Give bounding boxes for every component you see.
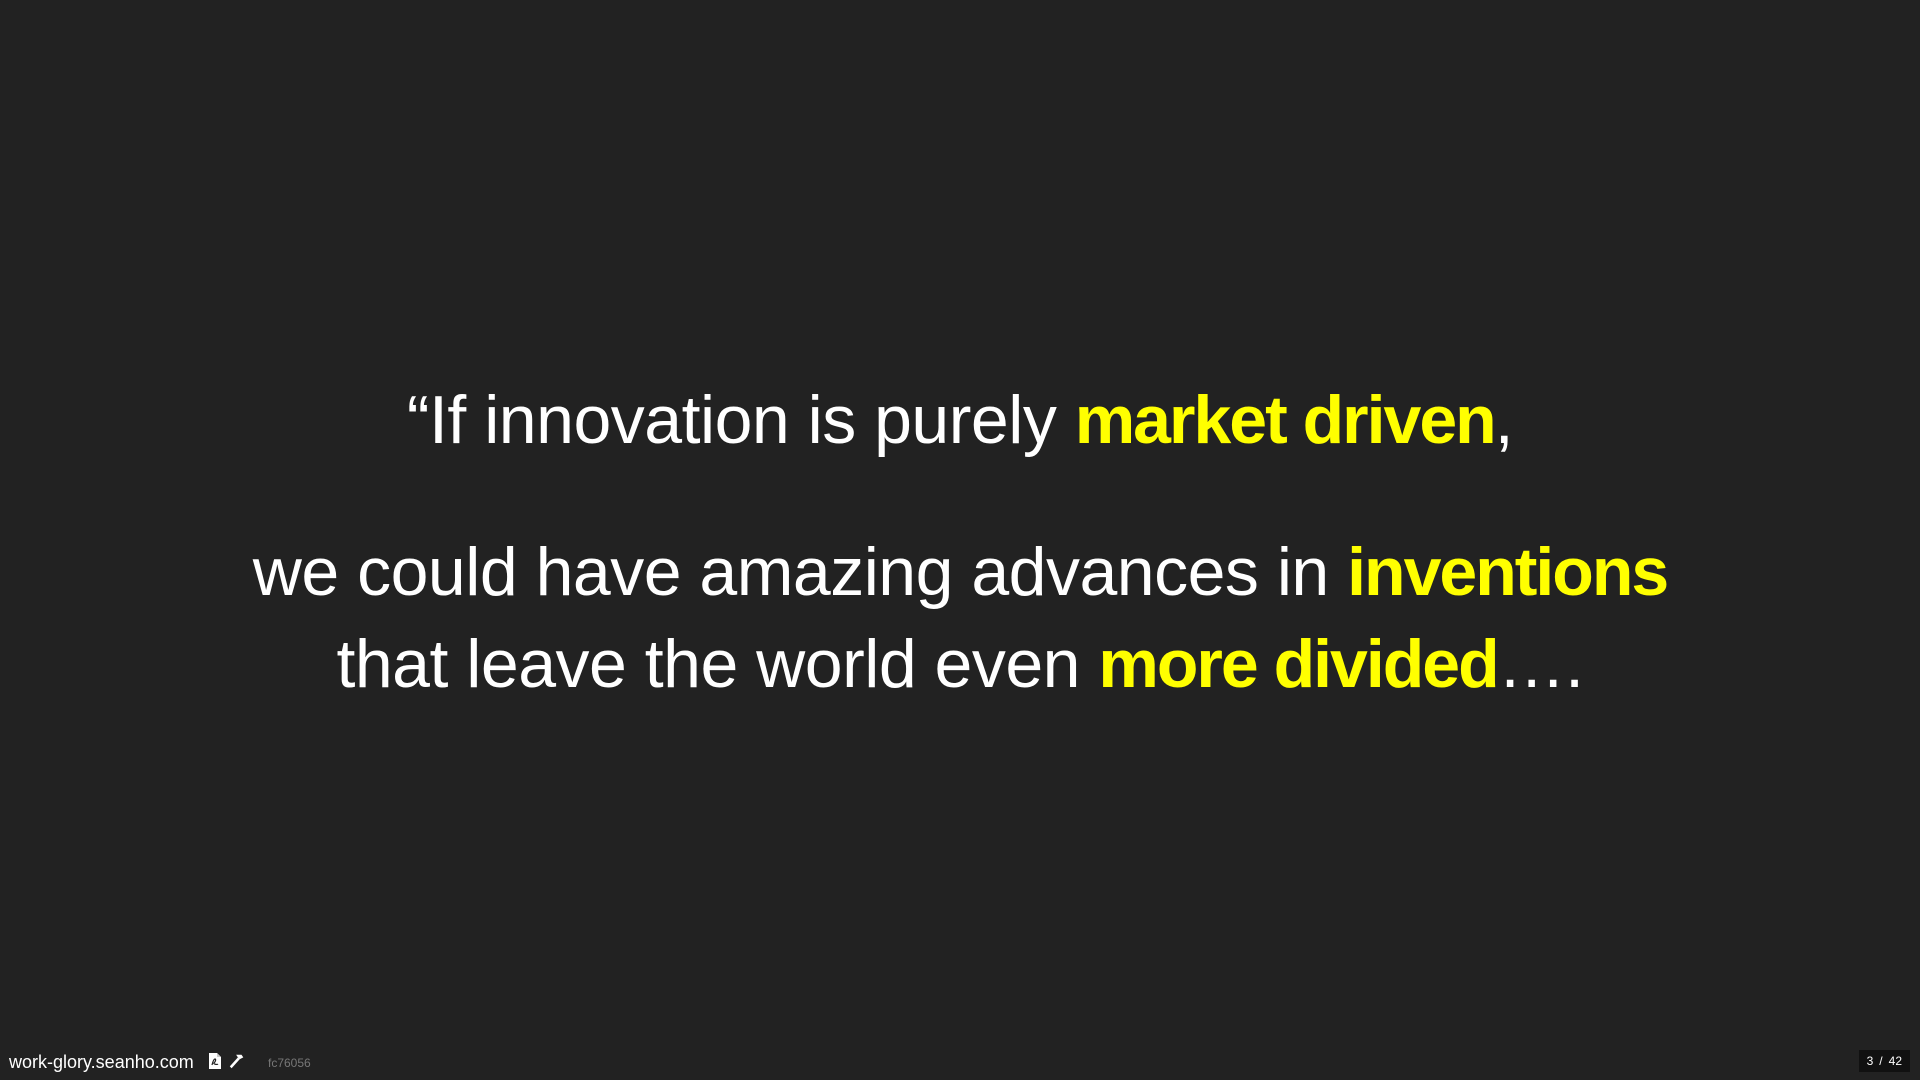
footer-icons bbox=[206, 1051, 246, 1071]
quote-text: …. bbox=[1497, 626, 1584, 702]
total-slide-count: 42 bbox=[1888, 1054, 1902, 1068]
slide-counter: 3 / 42 bbox=[1858, 1050, 1910, 1072]
commit-hash: fc76056 bbox=[268, 1056, 311, 1070]
quote-text: that leave the world even bbox=[336, 626, 1099, 702]
quote-text: we could have amazing advances in bbox=[252, 534, 1348, 610]
quote-text: “If innovation is purely bbox=[406, 382, 1075, 458]
quote-block-2: we could have amazing advances in invent… bbox=[0, 526, 1920, 710]
site-link[interactable]: work-glory.seanho.com bbox=[9, 1052, 194, 1072]
quote-line-2: we could have amazing advances in invent… bbox=[0, 526, 1920, 618]
current-slide-number: 3 bbox=[1866, 1054, 1874, 1068]
slide-number-separator: / bbox=[1879, 1054, 1883, 1068]
pdf-icon[interactable] bbox=[206, 1051, 224, 1071]
quote-highlight: inventions bbox=[1347, 534, 1669, 610]
quote-text: , bbox=[1494, 382, 1514, 458]
quote-highlight: more divided bbox=[1098, 626, 1499, 702]
quote-highlight: market driven bbox=[1074, 382, 1497, 458]
hammer-icon[interactable] bbox=[228, 1051, 246, 1071]
quote-line-3: that leave the world even more divided…. bbox=[0, 618, 1920, 710]
quote-line-1: “If innovation is purely market driven, bbox=[0, 374, 1920, 466]
